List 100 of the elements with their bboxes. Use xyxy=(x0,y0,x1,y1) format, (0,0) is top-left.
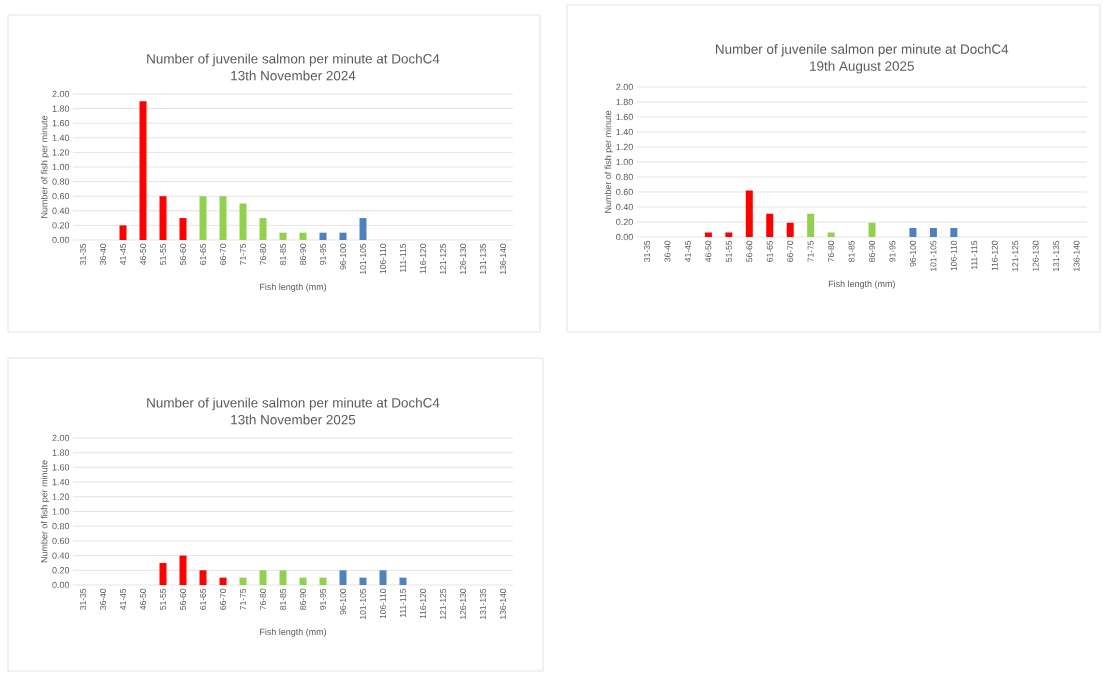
x-tick-label: 106-110 xyxy=(380,243,386,274)
x-tick-label: 56-60 xyxy=(746,240,753,262)
bar xyxy=(786,222,794,237)
x-tick-label: 46-50 xyxy=(140,588,146,610)
x-tick-label: 31-35 xyxy=(80,588,86,610)
y-axis-title: Number of fish per minute xyxy=(40,115,50,218)
x-tick-label: 36-40 xyxy=(100,243,106,265)
bar xyxy=(179,218,187,240)
y-axis-title: Number of fish per minute xyxy=(40,460,50,563)
x-tick-label: 116-120 xyxy=(991,240,998,271)
x-tick-label: 61-65 xyxy=(766,240,773,262)
x-tick-label: 76-80 xyxy=(828,240,835,262)
x-axis-title: Fish length (mm) xyxy=(260,283,327,292)
x-tick-label: 56-60 xyxy=(180,243,186,265)
bar xyxy=(339,232,347,240)
y-tick-label: 0.20 xyxy=(616,218,633,226)
x-tick-label: 71-75 xyxy=(240,243,246,265)
x-tick-label: 31-35 xyxy=(80,243,86,265)
y-tick-label: 1.20 xyxy=(52,493,70,500)
y-tick-label: 2.00 xyxy=(52,434,70,442)
x-tick-label: 71-75 xyxy=(240,588,246,610)
bar xyxy=(399,577,407,585)
bar xyxy=(319,232,327,240)
y-tick-label: 1.00 xyxy=(52,163,70,171)
x-tick-label: 136-140 xyxy=(1073,240,1080,271)
x-tick-label: 131-135 xyxy=(480,243,486,274)
x-tick-label: 66-70 xyxy=(220,243,226,265)
x-axis-title: Fish length (mm) xyxy=(260,628,327,637)
x-tick-label: 101-105 xyxy=(930,240,937,271)
x-tick-label: 116-120 xyxy=(420,588,426,619)
x-tick-label: 36-40 xyxy=(100,588,106,610)
bar xyxy=(299,577,307,585)
x-tick-label: 106-110 xyxy=(380,588,386,619)
x-tick-label: 46-50 xyxy=(705,240,712,262)
x-tick-label: 86-90 xyxy=(300,588,306,610)
x-tick-label: 126-130 xyxy=(460,243,466,274)
y-tick-label: 1.40 xyxy=(52,134,70,141)
bar xyxy=(319,577,327,585)
bar xyxy=(119,225,127,240)
y-tick-label: 1.80 xyxy=(616,98,633,106)
bar xyxy=(179,555,187,585)
x-tick-label: 46-50 xyxy=(140,243,146,265)
y-tick-label: 0.40 xyxy=(616,203,633,211)
bar xyxy=(704,232,712,237)
bar xyxy=(159,196,167,240)
y-tick-label: 1.80 xyxy=(52,105,70,112)
x-tick-label: 126-130 xyxy=(460,588,466,619)
x-tick-label: 66-70 xyxy=(220,588,226,610)
x-tick-label: 91-95 xyxy=(320,243,326,265)
y-tick-label: 0.80 xyxy=(52,523,70,530)
bar xyxy=(259,570,267,585)
x-tick-label: 86-90 xyxy=(869,240,876,262)
y-tick-label: 0.00 xyxy=(52,581,70,589)
x-tick-label: 56-60 xyxy=(180,588,186,610)
x-tick-label: 91-95 xyxy=(320,588,326,610)
y-axis-title: Number of fish per minute xyxy=(604,110,613,213)
x-axis-title: Fish length (mm) xyxy=(828,280,895,289)
y-tick-label: 1.60 xyxy=(616,113,633,121)
chart-subtitle: 13th November 2024 xyxy=(231,70,356,81)
x-tick-label: 136-140 xyxy=(500,588,506,619)
y-tick-label: 0.00 xyxy=(616,233,633,241)
bar xyxy=(379,570,387,585)
x-tick-label: 61-65 xyxy=(200,243,206,265)
bar xyxy=(239,203,247,240)
x-tick-label: 61-65 xyxy=(200,588,206,610)
x-tick-label: 126-130 xyxy=(1032,240,1039,271)
y-tick-label: 1.60 xyxy=(52,120,70,127)
y-tick-label: 1.20 xyxy=(616,143,633,151)
y-tick-label: 0.40 xyxy=(52,207,70,214)
y-tick-label: 0.40 xyxy=(52,552,70,559)
y-tick-label: 2.00 xyxy=(616,83,633,91)
y-tick-label: 0.60 xyxy=(52,193,70,200)
bar xyxy=(909,227,917,237)
x-tick-label: 71-75 xyxy=(807,240,814,262)
bar xyxy=(725,232,733,237)
x-tick-label: 101-105 xyxy=(360,588,366,619)
x-tick-label: 51-55 xyxy=(160,243,166,265)
x-tick-label: 51-55 xyxy=(160,588,166,610)
x-tick-label: 101-105 xyxy=(360,243,366,274)
y-tick-label: 0.20 xyxy=(52,567,70,574)
x-tick-label: 131-135 xyxy=(480,588,486,619)
x-tick-label: 41-45 xyxy=(120,243,126,265)
bar xyxy=(159,562,167,585)
bar xyxy=(239,577,247,585)
chart-title: Number of juvenile salmon per minute at DochC4 xyxy=(147,397,440,411)
x-tick-label: 96-100 xyxy=(909,240,916,267)
bar xyxy=(199,196,207,240)
bar xyxy=(745,190,753,237)
y-tick-label: 0.00 xyxy=(52,236,70,244)
x-tick-label: 81-85 xyxy=(848,240,855,262)
x-tick-label: 81-85 xyxy=(280,588,286,610)
x-tick-label: 51-55 xyxy=(725,240,732,262)
x-tick-label: 111-115 xyxy=(400,588,406,618)
x-tick-label: 76-80 xyxy=(260,243,266,265)
chart-subtitle: 13th November 2025 xyxy=(231,414,356,425)
bar xyxy=(339,570,347,585)
bar xyxy=(199,570,207,585)
y-tick-label: 0.20 xyxy=(52,222,70,229)
x-tick-label: 106-110 xyxy=(950,240,957,271)
y-tick-label: 0.80 xyxy=(616,173,633,181)
